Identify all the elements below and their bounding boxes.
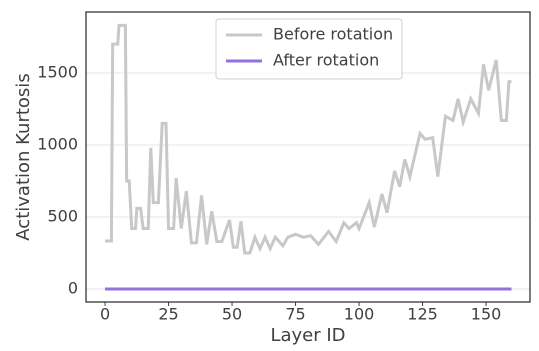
y-axis-label: Activation Kurtosis <box>13 73 34 240</box>
y-tick-label: 0 <box>68 279 78 298</box>
x-axis-label: Layer ID <box>270 325 345 346</box>
plot-frame <box>85 11 531 303</box>
x-tick-label: 25 <box>158 305 178 324</box>
legend-box <box>215 18 403 80</box>
line-series <box>105 23 512 255</box>
x-tick-label: 150 <box>471 305 502 324</box>
x-tick-label: 100 <box>344 305 375 324</box>
legend-label: Before rotation <box>273 25 393 44</box>
x-tick-label: 125 <box>407 305 438 324</box>
x-tick-label: 0 <box>100 305 110 324</box>
x-tick-label: 50 <box>222 305 242 324</box>
y-tick-label: 1500 <box>37 62 78 81</box>
x-tick-label: 75 <box>285 305 305 324</box>
y-tick-label: 500 <box>47 207 78 226</box>
legend-label: After rotation <box>273 51 379 70</box>
y-tick-label: 1000 <box>37 134 78 153</box>
